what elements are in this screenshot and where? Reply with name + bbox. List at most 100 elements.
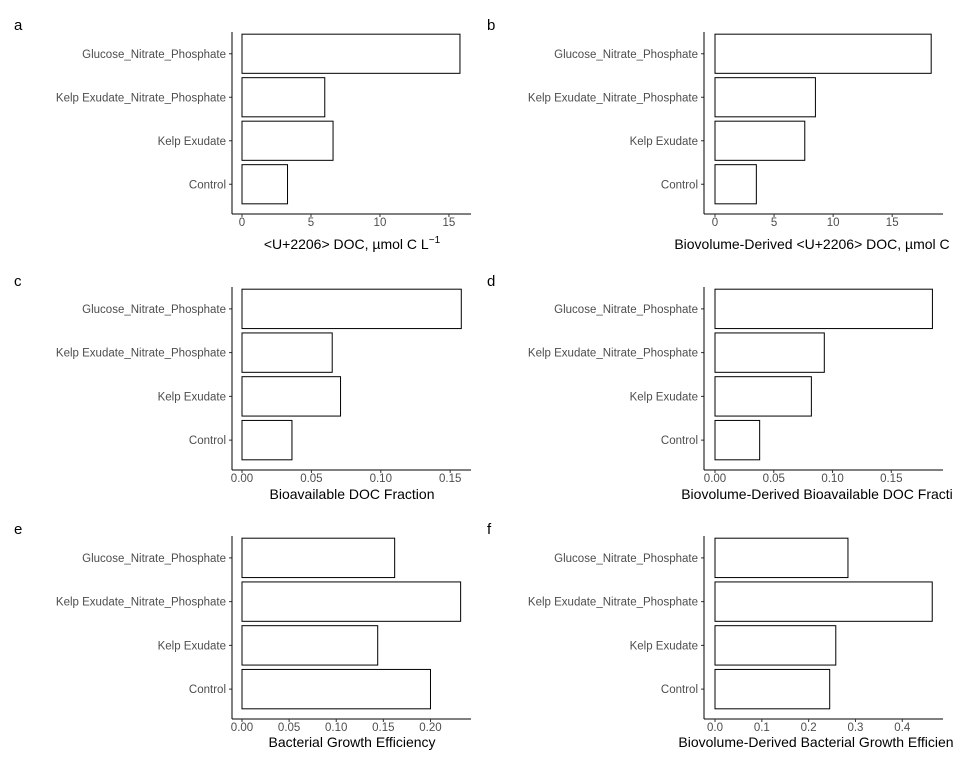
category-label-d-2: Kelp Exudate_Nitrate_Phosphate (528, 348, 698, 360)
panel-e: e Control Kelp Exudate Kelp Exudate_Nitrate… (14, 521, 471, 750)
panel-d: d Control Kelp Exudate Kelp Exudate_Nitrate… (487, 273, 953, 502)
category-label-e-1: Kelp Exudate (158, 640, 226, 652)
panel-tag: c (14, 273, 22, 290)
x-tick-label-e-0: 0.00 (231, 722, 253, 734)
category-label-b-1: Kelp Exudate (630, 136, 698, 148)
panel-tag: a (14, 17, 23, 34)
bar-e-0 (241, 668, 431, 710)
x-tick-label-b-0: 0 (712, 217, 718, 229)
x-tick-label-a-1: 5 (308, 217, 314, 229)
x-tick-label-f-0: 0.0 (707, 722, 723, 734)
bar-f-2 (714, 581, 933, 622)
bar-b-1 (714, 120, 806, 161)
x-axis-title-text-d: Biovolume-Derived Bioavailable DOC Fract… (681, 486, 953, 502)
category-label-d-1: Kelp Exudate (630, 391, 698, 403)
x-tick-label-f-4: 0.4 (894, 722, 911, 734)
bar-e-3 (241, 537, 396, 579)
category-label-b-3: Glucose_Nitrate_Phosphate (554, 49, 698, 61)
category-label-c-0: Control (189, 435, 226, 447)
bar-a-3 (241, 33, 461, 74)
category-label-a-0: Control (189, 179, 226, 191)
bar-d-0 (714, 419, 761, 461)
x-tick-label-d-3: 0.15 (880, 473, 902, 485)
x-tick-label-f-2: 0.2 (801, 722, 817, 734)
bar-c-3 (241, 288, 462, 330)
category-label-f-2: Kelp Exudate_Nitrate_Phosphate (528, 597, 698, 609)
bar-e-1 (241, 625, 379, 666)
category-label-c-2: Kelp Exudate_Nitrate_Phosphate (56, 348, 226, 360)
bar-b-0 (714, 164, 757, 205)
x-tick-label-a-0: 0 (239, 217, 245, 229)
x-tick-label-d-1: 0.05 (763, 473, 785, 485)
x-axis-title-d: Biovolume-Derived Bioavailable DOC Fract… (681, 486, 953, 502)
bar-a-1 (241, 120, 334, 161)
x-tick-label-d-0: 0.00 (704, 473, 726, 485)
x-axis-title-text-f: Biovolume-Derived Bacterial Growth Effic… (678, 734, 953, 750)
bar-f-0 (714, 668, 831, 710)
x-tick-label-c-1: 0.05 (300, 473, 322, 485)
x-axis-title-a: <U+2206> DOC, µmol C L−1 (264, 235, 441, 252)
x-axis-title-c: Bioavailable DOC Fraction (270, 486, 435, 502)
category-label-f-0: Control (661, 684, 698, 696)
x-tick-label-e-1: 0.05 (278, 722, 300, 734)
bar-a-0 (241, 164, 289, 205)
category-label-f-1: Kelp Exudate (630, 640, 698, 652)
category-label-e-3: Glucose_Nitrate_Phosphate (82, 553, 226, 565)
x-axis-title-b: Biovolume-Derived <U+2206> DOC, µmol C (674, 236, 949, 252)
category-label-e-2: Kelp Exudate_Nitrate_Phosphate (56, 597, 226, 609)
bar-f-3 (714, 537, 849, 579)
bar-a-2 (241, 77, 326, 118)
panel-f: f Control Kelp Exudate Kelp Exudate_Nitrate… (487, 521, 954, 750)
bar-b-3 (714, 33, 932, 74)
x-axis-title-text-c: Bioavailable DOC Fraction (270, 486, 435, 502)
panel-tag: f (487, 521, 492, 538)
panel-b: b Control Kelp Exudate Kelp Exudate_Nitrate… (487, 17, 950, 252)
x-tick-label-d-2: 0.10 (821, 473, 843, 485)
category-label-e-0: Control (189, 684, 226, 696)
x-axis-title-f: Biovolume-Derived Bacterial Growth Effic… (678, 734, 953, 750)
category-label-f-3: Glucose_Nitrate_Phosphate (554, 553, 698, 565)
x-tick-label-c-0: 0.00 (231, 473, 253, 485)
panel-tag: e (14, 521, 22, 538)
bar-c-1 (241, 376, 342, 417)
x-tick-label-e-2: 0.10 (325, 722, 347, 734)
x-tick-label-b-1: 5 (771, 217, 777, 229)
category-label-c-1: Kelp Exudate (158, 391, 226, 403)
category-label-b-2: Kelp Exudate_Nitrate_Phosphate (528, 92, 698, 104)
x-tick-label-f-1: 0.1 (754, 722, 770, 734)
bar-d-2 (714, 332, 825, 373)
category-label-a-3: Glucose_Nitrate_Phosphate (82, 49, 226, 61)
x-tick-label-a-3: 15 (443, 217, 456, 229)
category-label-a-1: Kelp Exudate (158, 136, 226, 148)
x-tick-label-b-2: 10 (827, 217, 840, 229)
x-tick-label-a-2: 10 (374, 217, 387, 229)
x-axis-title-text-b: Biovolume-Derived <U+2206> DOC, µmol C (674, 236, 949, 252)
category-label-d-3: Glucose_Nitrate_Phosphate (554, 304, 698, 316)
bar-c-2 (241, 332, 333, 373)
bar-d-1 (714, 376, 812, 417)
bar-e-2 (241, 581, 462, 622)
x-tick-label-b-3: 15 (886, 217, 899, 229)
panel-tag: d (487, 273, 495, 290)
x-tick-label-c-2: 0.10 (370, 473, 392, 485)
bar-f-1 (714, 625, 837, 666)
panel-tag: b (487, 17, 495, 34)
bar-d-3 (714, 288, 933, 330)
x-tick-label-e-4: 0.20 (419, 722, 441, 734)
x-axis-title-text-a: <U+2206> DOC, µmol C L (264, 236, 429, 252)
x-axis-title-e: Bacterial Growth Efficiency (268, 734, 435, 750)
category-label-b-0: Control (661, 179, 698, 191)
x-axis-title-sup-a: −1 (429, 235, 441, 246)
category-label-c-3: Glucose_Nitrate_Phosphate (82, 304, 226, 316)
panel-a: a Control Kelp Exudate Kelp Exudate_Nitrate… (14, 17, 471, 252)
x-tick-label-c-3: 0.15 (439, 473, 461, 485)
bar-c-0 (241, 419, 293, 461)
x-tick-label-f-3: 0.3 (847, 722, 863, 734)
panel-c: c Control Kelp Exudate Kelp Exudate_Nitrate… (14, 273, 471, 502)
x-tick-label-e-3: 0.15 (372, 722, 394, 734)
category-label-a-2: Kelp Exudate_Nitrate_Phosphate (56, 92, 226, 104)
category-label-d-0: Control (661, 435, 698, 447)
bar-b-2 (714, 77, 816, 118)
x-axis-title-text-e: Bacterial Growth Efficiency (268, 734, 435, 750)
